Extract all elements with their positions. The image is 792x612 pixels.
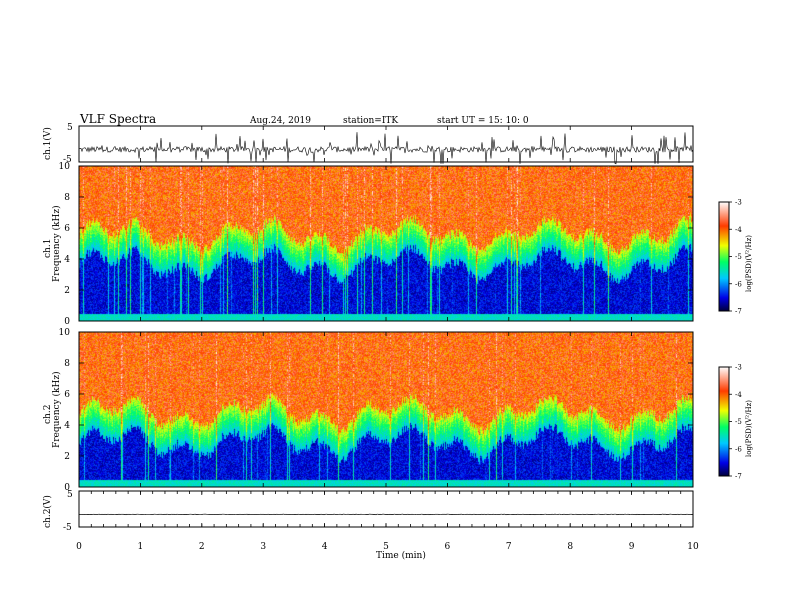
time-tick-label: 3 — [260, 542, 266, 552]
ch1-yticks: 0 2 4 6 8 10 — [59, 162, 693, 327]
freq-tick-label: 2 — [64, 452, 70, 462]
time-tick-label: 2 — [199, 542, 205, 552]
freq-tick-label: 4 — [64, 421, 70, 431]
colorbar-tick-label: -3 — [735, 364, 742, 372]
ch1-colorbar-ticks: -3 -4 -5 -6 -7 — [729, 199, 742, 316]
ch1-waveform-ylabel: ch.1(V) — [42, 127, 53, 160]
time-tick-label: 4 — [322, 542, 328, 552]
ch1-colorbar-label: log(PSD)(V²/Hz) — [745, 235, 753, 292]
ch2-colorbar: -3 -4 -5 -6 -7 log(PSD)(V²/Hz) — [718, 364, 753, 481]
ch2-waveform-frame — [78, 490, 694, 528]
ch1-ytick-minus5: -5 — [63, 155, 72, 165]
colorbar-tick-label: -4 — [735, 226, 742, 234]
freq-tick-label: 10 — [59, 162, 71, 172]
ch2-spectrogram-ylabel: ch.2 — [43, 405, 53, 424]
ch2-colorbar-label: log(PSD)(V²/Hz) — [745, 400, 753, 457]
colorbar-tick-label: -6 — [735, 280, 742, 288]
ch2-colorbar-ticks: -3 -4 -5 -6 -7 — [729, 364, 742, 481]
ch2-colorbar-fill — [719, 367, 729, 476]
freq-tick-label: 4 — [64, 255, 70, 265]
ch2-waveform-line — [78, 513, 694, 516]
time-axis-label: Time (min) — [376, 550, 426, 561]
header-date: Aug.24, 2019 — [249, 116, 311, 126]
ch2-ytick-minus5: -5 — [63, 523, 72, 533]
time-tick-label: 1 — [138, 542, 144, 552]
ch2-spectrogram-image — [79, 332, 693, 487]
ch2-waveform-panel: 5 -5 ch.2(V) — [42, 490, 694, 533]
colorbar-tick-label: -6 — [735, 445, 742, 453]
time-tick-label: 0 — [76, 542, 82, 552]
time-tick-label: 9 — [629, 542, 635, 552]
ch2-frequency-label: Frequency (kHz) — [51, 371, 62, 448]
ch1-waveform-frame — [78, 125, 694, 163]
colorbar-tick-label: -4 — [735, 391, 742, 399]
colorbar-tick-label: -5 — [735, 418, 742, 426]
colorbar-tick-label: -7 — [735, 473, 742, 481]
freq-tick-label: 0 — [64, 317, 70, 327]
header-start-time: start UT = 15: 10: 0 — [437, 116, 529, 126]
freq-tick-label: 6 — [64, 390, 70, 400]
colorbar-tick-label: -7 — [735, 308, 742, 316]
ch1-ytick-5: 5 — [67, 123, 73, 133]
ch1-colorbar: -3 -4 -5 -6 -7 log(PSD)(V²/Hz) — [718, 199, 753, 316]
time-tick-label: 5 — [383, 542, 389, 552]
freq-tick-label: 10 — [59, 328, 71, 338]
colorbar-tick-label: -3 — [735, 199, 742, 207]
colorbar-tick-label: -5 — [735, 253, 742, 261]
header-station: station=ITK — [343, 116, 398, 126]
ch2-waveform-ylabel: ch.2(V) — [42, 495, 53, 528]
time-tick-label: 10 — [687, 542, 699, 552]
ch1-waveform-line — [78, 132, 694, 165]
ch1-spectrogram-panel: 0 2 4 6 8 10 ch.1 Frequency (kHz) — [43, 162, 694, 327]
figure-title: VLF Spectra — [79, 112, 156, 126]
ch2-ytick-5: 5 — [67, 490, 73, 500]
freq-tick-label: 8 — [64, 193, 70, 203]
ch2-yticks: 0 2 4 6 8 10 — [59, 328, 693, 493]
freq-tick-label: 0 — [64, 483, 70, 493]
freq-tick-label: 2 — [64, 286, 70, 296]
ch2-spectrogram-panel: 0 2 4 6 8 10 ch.2 Frequency (kHz) — [43, 328, 694, 493]
time-axis-ticks: 0 1 2 3 4 5 6 7 8 9 10 — [76, 126, 699, 552]
freq-tick-label: 6 — [64, 224, 70, 234]
time-tick-label: 6 — [445, 542, 451, 552]
time-tick-label: 8 — [567, 542, 573, 552]
time-tick-label: 7 — [506, 542, 512, 552]
ch1-frequency-label: Frequency (kHz) — [51, 205, 62, 282]
ch1-colorbar-fill — [719, 202, 729, 311]
ch1-spectrogram-ylabel: ch.1 — [43, 239, 53, 258]
ch1-waveform-panel: 5 -5 ch.1(V) — [42, 123, 694, 165]
ch1-spectrogram-image — [79, 166, 693, 321]
freq-tick-label: 8 — [64, 359, 70, 369]
